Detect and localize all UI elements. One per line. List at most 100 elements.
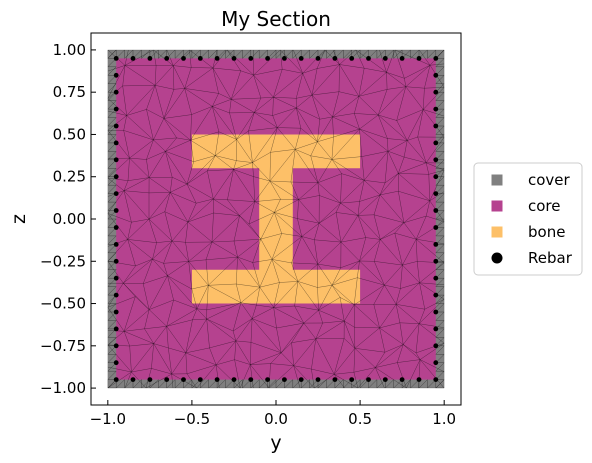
rebar-point bbox=[164, 56, 170, 61]
rebar-point bbox=[349, 56, 355, 61]
rebar-point bbox=[231, 377, 237, 382]
rebar-point bbox=[113, 309, 119, 315]
rebar-point bbox=[214, 377, 220, 382]
rebar-point bbox=[113, 343, 119, 349]
rebar-point bbox=[382, 377, 388, 382]
rebar-point bbox=[113, 123, 119, 129]
rebar-point bbox=[113, 258, 119, 264]
x-tick-label: −0.5 bbox=[174, 410, 210, 428]
rebar-point bbox=[113, 326, 119, 332]
rebar-point bbox=[382, 56, 388, 61]
rebar-point bbox=[315, 377, 321, 382]
chart-title: My Section bbox=[221, 7, 331, 31]
legend-label-core: core bbox=[528, 197, 561, 215]
rebar-point bbox=[433, 106, 439, 112]
legend: cover core bone Rebar bbox=[473, 162, 583, 276]
y-axis-label: z bbox=[8, 214, 30, 224]
mesh-lines bbox=[107, 49, 445, 389]
rebar-point bbox=[113, 140, 119, 146]
y-tick-label: 0.50 bbox=[53, 125, 86, 143]
x-axis-label: y bbox=[270, 432, 281, 454]
rebar-point bbox=[433, 258, 439, 264]
rebar-point bbox=[113, 360, 119, 366]
legend-label-cover: cover bbox=[528, 171, 571, 189]
rebar-point bbox=[113, 174, 119, 180]
region-bone bbox=[191, 134, 361, 304]
y-tick-label: −0.50 bbox=[40, 295, 86, 313]
rebar-point bbox=[433, 360, 439, 366]
rebar-point bbox=[433, 242, 439, 247]
rebar-point bbox=[113, 225, 119, 230]
rebar-point bbox=[332, 56, 338, 61]
legend-box bbox=[473, 162, 583, 276]
rebar-point bbox=[181, 56, 186, 61]
x-axis: −1.0 −0.5 0.0 0.5 1.0 bbox=[90, 400, 456, 428]
legend-marker-rebar bbox=[491, 252, 503, 264]
rebar-point bbox=[298, 56, 304, 61]
rebar-point bbox=[113, 377, 119, 382]
rebar-point bbox=[366, 56, 371, 61]
rebar-point bbox=[231, 56, 237, 61]
rebar-point bbox=[248, 56, 254, 61]
y-tick-label: 0.25 bbox=[53, 168, 86, 186]
rebar-point bbox=[113, 72, 119, 78]
rebar-point bbox=[315, 56, 321, 61]
rebar-point bbox=[433, 72, 439, 78]
rebar-point bbox=[366, 377, 371, 382]
rebar-point bbox=[433, 343, 439, 349]
rebar-point bbox=[433, 157, 439, 163]
legend-label-rebar: Rebar bbox=[528, 249, 573, 267]
legend-label-bone: bone bbox=[528, 223, 565, 241]
rebar-point bbox=[349, 377, 355, 382]
rebar-point bbox=[433, 225, 439, 230]
rebar-point bbox=[433, 292, 439, 298]
rebar-point bbox=[433, 56, 439, 61]
rebar-point bbox=[332, 377, 338, 382]
rebar-point bbox=[197, 377, 203, 382]
rebar-point bbox=[399, 377, 405, 382]
y-tick-label: 1.00 bbox=[53, 41, 86, 59]
rebar-point bbox=[248, 377, 254, 382]
rebar-point bbox=[113, 292, 119, 298]
rebar-point bbox=[433, 89, 439, 95]
rebar-point bbox=[113, 89, 119, 95]
rebar-points bbox=[113, 56, 439, 382]
rebar-point bbox=[265, 56, 270, 61]
rebar-point bbox=[181, 377, 186, 382]
y-tick-label: 0.00 bbox=[53, 210, 86, 228]
y-tick-label: −0.25 bbox=[40, 252, 86, 270]
rebar-point bbox=[113, 56, 119, 61]
legend-marker-cover bbox=[491, 174, 503, 186]
rebar-point bbox=[282, 56, 287, 61]
rebar-point bbox=[433, 140, 439, 146]
rebar-point bbox=[147, 377, 153, 382]
rebar-point bbox=[113, 242, 119, 247]
rebar-point bbox=[433, 123, 439, 129]
rebar-point bbox=[113, 106, 119, 112]
rebar-point bbox=[113, 275, 119, 281]
rebar-point bbox=[433, 377, 439, 382]
rebar-point bbox=[416, 377, 422, 382]
y-tick-label: −0.75 bbox=[40, 337, 86, 355]
rebar-point bbox=[147, 56, 153, 61]
rebar-point bbox=[164, 377, 170, 382]
rebar-point bbox=[433, 326, 439, 332]
x-tick-label: 1.0 bbox=[432, 410, 456, 428]
legend-marker-bone bbox=[491, 226, 503, 238]
x-tick-label: 0.0 bbox=[264, 410, 288, 428]
y-axis: 1.00 0.75 0.50 0.25 0.00 −0.25 −0.50 −0.75 −1.00 bbox=[40, 41, 96, 397]
rebar-point bbox=[113, 191, 119, 197]
plot-area bbox=[90, 32, 462, 406]
y-tick-label: −1.00 bbox=[40, 379, 86, 397]
rebar-point bbox=[433, 174, 439, 180]
rebar-point bbox=[399, 56, 405, 61]
rebar-point bbox=[113, 208, 119, 213]
rebar-point bbox=[433, 275, 439, 281]
rebar-point bbox=[298, 377, 304, 382]
rebar-point bbox=[282, 377, 287, 382]
legend-marker-core bbox=[491, 200, 503, 212]
x-tick-label: −1.0 bbox=[90, 410, 126, 428]
y-tick-label: 0.75 bbox=[53, 83, 86, 101]
rebar-point bbox=[433, 191, 439, 197]
